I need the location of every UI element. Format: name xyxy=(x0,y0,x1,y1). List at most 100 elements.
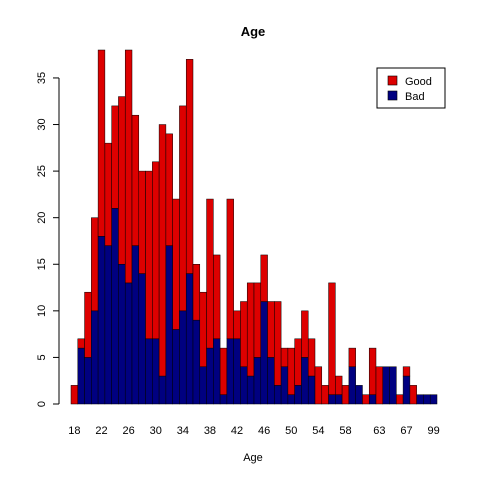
x-tick-label-67: 67 xyxy=(400,425,412,437)
bar-good-51 xyxy=(294,338,302,386)
bar-bad-24 xyxy=(111,208,119,405)
y-tick-label-15: 15 xyxy=(36,258,48,270)
bar-good-59 xyxy=(348,347,356,367)
y-tick-label-35: 35 xyxy=(36,72,48,84)
bar-good-27 xyxy=(131,114,140,246)
bar-bad-33 xyxy=(172,329,180,405)
x-axis-label: Age xyxy=(243,452,263,464)
bar-bad-41 xyxy=(226,338,234,405)
bar-good-31 xyxy=(158,124,167,377)
bar-good-37 xyxy=(199,291,207,367)
bar-good-57 xyxy=(335,375,343,395)
x-tick-label-58: 58 xyxy=(339,425,351,437)
x-tick-label-18: 18 xyxy=(68,425,80,437)
bar-bad-62 xyxy=(368,394,377,405)
bar-bad-50 xyxy=(287,394,295,405)
bar-bad-39 xyxy=(213,338,221,405)
bar-bad-43 xyxy=(240,366,248,405)
bar-bad-52 xyxy=(301,357,309,405)
bar-bad-37 xyxy=(199,366,207,405)
bar-good-54 xyxy=(314,366,323,405)
bar-bad-25 xyxy=(118,264,126,405)
bar-good-44 xyxy=(246,282,255,377)
bar-bad-19 xyxy=(77,347,85,405)
bar-bad-27 xyxy=(131,245,140,405)
x-tick-label-38: 38 xyxy=(204,425,216,437)
bar-good-49 xyxy=(280,347,289,367)
bar-bad-51 xyxy=(294,385,302,405)
bar-bad-60 xyxy=(355,385,363,405)
x-tick-label-22: 22 xyxy=(95,425,107,437)
bar-bad-48 xyxy=(274,385,282,405)
bar-good-30 xyxy=(152,161,160,340)
bar-good-26 xyxy=(124,49,133,284)
y-axis: 0 5 10 15 20 25 30 35 xyxy=(36,72,60,407)
x-tick-label-63: 63 xyxy=(373,425,385,437)
bar-good-41 xyxy=(226,198,234,340)
legend-swatch-bad xyxy=(387,90,398,101)
bar-bad-69 xyxy=(416,394,424,405)
bar-bad-65 xyxy=(389,366,397,405)
legend-label-good: Good xyxy=(405,76,432,88)
y-tick-label-25: 25 xyxy=(36,165,48,177)
bar-good-39 xyxy=(213,254,221,340)
bar-good-43 xyxy=(240,301,248,367)
bar-good-47 xyxy=(267,301,275,358)
bar-good-53 xyxy=(307,338,316,377)
bar-good-25 xyxy=(118,96,126,265)
bar-good-23 xyxy=(104,142,112,246)
bar-good-21 xyxy=(91,217,99,312)
x-tick-label-26: 26 xyxy=(122,425,134,437)
bar-bad-42 xyxy=(233,338,241,405)
bar-bad-26 xyxy=(124,282,133,405)
bar-bad-47 xyxy=(267,357,275,405)
bar-good-28 xyxy=(138,170,146,274)
bar-good-19 xyxy=(77,338,85,349)
x-tick-label-99: 99 xyxy=(427,425,439,437)
chart-title: Age xyxy=(241,24,266,39)
bar-good-35 xyxy=(185,59,194,274)
bar-bad-34 xyxy=(179,310,187,405)
bar-bad-23 xyxy=(104,245,112,405)
bar-good-45 xyxy=(253,282,262,358)
bar-bad-36 xyxy=(192,319,201,405)
x-tick-label-30: 30 xyxy=(150,425,162,437)
bar-bad-44 xyxy=(246,375,255,405)
y-tick-label-0: 0 xyxy=(36,401,48,407)
bar-bad-49 xyxy=(280,366,289,405)
bar-good-32 xyxy=(165,133,173,246)
bars-group xyxy=(70,49,438,405)
bar-bad-32 xyxy=(165,245,173,405)
bar-bad-53 xyxy=(307,375,316,405)
bar-good-67 xyxy=(402,366,411,377)
bar-bad-59 xyxy=(348,366,356,405)
bar-good-62 xyxy=(368,347,377,395)
bar-good-18 xyxy=(70,385,79,405)
bar-bad-67 xyxy=(402,375,411,405)
bar-bad-40 xyxy=(219,394,228,405)
bar-good-34 xyxy=(179,105,187,312)
bar-bad-38 xyxy=(206,347,214,405)
y-tick-label-5: 5 xyxy=(36,354,48,360)
bar-good-50 xyxy=(287,347,295,395)
bar-good-22 xyxy=(97,49,106,237)
bar-good-38 xyxy=(206,198,214,349)
legend-label-bad: Bad xyxy=(405,91,425,103)
bar-good-20 xyxy=(84,291,92,358)
bar-bad-35 xyxy=(185,273,194,405)
bar-good-24 xyxy=(111,105,119,209)
y-tick-label-30: 30 xyxy=(36,118,48,130)
bar-good-56 xyxy=(328,282,336,395)
legend-swatch-good xyxy=(387,75,398,86)
bar-good-58 xyxy=(341,385,350,405)
bar-bad-31 xyxy=(158,375,167,405)
bar-bad-22 xyxy=(97,236,106,405)
x-tick-label-34: 34 xyxy=(177,425,189,437)
bar-good-55 xyxy=(321,385,329,405)
bar-bad-30 xyxy=(152,338,160,405)
bar-bad-46 xyxy=(260,301,268,405)
bar-bad-20 xyxy=(84,357,92,405)
bar-bad-45 xyxy=(253,357,262,405)
bar-bad-70 xyxy=(423,394,431,405)
bar-bad-64 xyxy=(382,366,390,405)
